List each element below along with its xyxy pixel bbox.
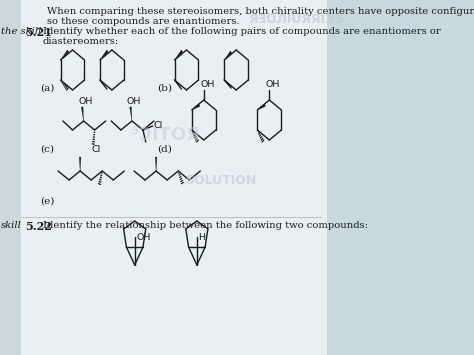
Polygon shape xyxy=(174,50,183,60)
Polygon shape xyxy=(155,157,157,171)
Text: H: H xyxy=(198,233,205,241)
Text: (b): (b) xyxy=(157,84,173,93)
Polygon shape xyxy=(192,104,200,110)
Text: (c): (c) xyxy=(40,145,54,154)
Text: Cl: Cl xyxy=(154,121,163,131)
Text: (e): (e) xyxy=(40,197,55,206)
Text: 5.21: 5.21 xyxy=(26,27,53,38)
Polygon shape xyxy=(61,50,69,60)
Text: OH: OH xyxy=(127,97,141,106)
Text: Cl: Cl xyxy=(91,145,100,154)
Text: (d): (d) xyxy=(157,145,173,154)
Text: ЯƎᗡЛIUЯЯIꓘS: ЯƎᗡЛIUЯЯIꓘS xyxy=(249,13,345,26)
Text: Identify the relationship between the following two compounds:: Identify the relationship between the fo… xyxy=(43,221,368,230)
Polygon shape xyxy=(82,107,83,121)
Text: OH: OH xyxy=(201,80,215,89)
Polygon shape xyxy=(79,157,81,171)
Text: diastereomers:: diastereomers: xyxy=(43,37,119,46)
Text: skill: skill xyxy=(1,221,22,230)
Text: OH: OH xyxy=(78,97,92,106)
Text: OH: OH xyxy=(136,233,150,241)
Text: 5.22: 5.22 xyxy=(26,221,53,232)
Text: the skill: the skill xyxy=(1,27,42,36)
Text: SOLUTION: SOLUTION xyxy=(185,174,256,186)
Polygon shape xyxy=(100,50,108,60)
Text: ᴲƆITOЯ: ᴲƆITOЯ xyxy=(131,126,200,144)
Text: When comparing these stereoisomers, both chirality centers have opposite configu: When comparing these stereoisomers, both… xyxy=(47,7,474,16)
Polygon shape xyxy=(224,51,232,60)
FancyBboxPatch shape xyxy=(0,0,328,355)
Polygon shape xyxy=(257,104,265,110)
Text: Identify whether each of the following pairs of compounds are enantiomers or: Identify whether each of the following p… xyxy=(43,27,440,36)
Polygon shape xyxy=(130,107,132,121)
Text: OH: OH xyxy=(266,80,280,89)
Text: so these compounds are enantiomers.: so these compounds are enantiomers. xyxy=(47,17,239,26)
Text: (a): (a) xyxy=(40,84,55,93)
FancyBboxPatch shape xyxy=(0,0,21,355)
